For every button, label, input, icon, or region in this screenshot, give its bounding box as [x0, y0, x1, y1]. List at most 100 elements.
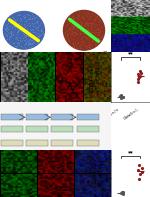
- Point: [42, 32, 44, 35]
- Point: [95, 22, 98, 26]
- Point: [81, 43, 84, 46]
- Point: [65, 29, 68, 32]
- Point: [24, 39, 26, 42]
- Point: [91, 30, 93, 33]
- Point: [32, 29, 35, 32]
- Point: [7, 30, 10, 33]
- Point: [72, 20, 74, 23]
- Point: [22, 36, 24, 39]
- Point: [40, 28, 42, 31]
- Point: [94, 31, 96, 34]
- Point: [11, 26, 14, 29]
- Point: [88, 45, 90, 48]
- Bar: [26, 140, 48, 146]
- Point: [90, 12, 93, 15]
- Point: [31, 18, 33, 21]
- Point: [78, 12, 80, 15]
- Point: [15, 20, 18, 23]
- Point: [67, 36, 69, 39]
- Point: [75, 24, 77, 28]
- Point: [100, 35, 102, 38]
- Point: [68, 19, 70, 22]
- Point: [26, 28, 28, 31]
- Point: [84, 20, 87, 24]
- Point: [24, 43, 26, 46]
- Point: [139, 74, 141, 78]
- Point: [17, 26, 19, 29]
- Point: [76, 17, 79, 20]
- Point: [77, 47, 79, 50]
- Point: [36, 20, 39, 23]
- Point: [81, 40, 83, 43]
- Point: [8, 18, 10, 21]
- Point: [71, 24, 74, 28]
- Point: [82, 30, 84, 33]
- Point: [25, 33, 27, 36]
- Point: [16, 14, 19, 17]
- Point: [138, 76, 140, 79]
- Point: [122, 190, 124, 193]
- Point: [71, 31, 73, 34]
- Point: [93, 14, 95, 17]
- Point: [77, 21, 80, 25]
- Point: [88, 43, 90, 46]
- Point: [5, 33, 7, 36]
- Point: [91, 41, 94, 44]
- Point: [66, 33, 68, 36]
- Point: [88, 33, 90, 37]
- Point: [74, 40, 76, 43]
- Point: [23, 35, 26, 39]
- Point: [81, 29, 83, 32]
- Point: [29, 34, 32, 37]
- Point: [72, 27, 74, 30]
- Point: [16, 45, 18, 48]
- Point: [81, 20, 83, 23]
- Point: [100, 20, 102, 24]
- Point: [72, 17, 74, 20]
- Point: [20, 45, 23, 48]
- Point: [71, 25, 74, 28]
- Point: [91, 33, 93, 36]
- Point: [74, 16, 76, 19]
- Point: [84, 30, 87, 33]
- Point: [88, 17, 91, 20]
- Point: [31, 41, 33, 45]
- Point: [15, 36, 17, 40]
- Point: [82, 28, 85, 32]
- Point: [82, 38, 84, 42]
- Point: [84, 36, 87, 40]
- Point: [71, 28, 74, 31]
- Point: [23, 17, 26, 20]
- Point: [88, 23, 91, 26]
- Point: [10, 17, 12, 20]
- Point: [12, 16, 14, 19]
- Point: [91, 44, 93, 47]
- Point: [71, 42, 73, 45]
- Point: [17, 35, 20, 38]
- Point: [20, 30, 22, 33]
- Point: [12, 41, 15, 45]
- Point: [100, 24, 102, 27]
- Point: [27, 14, 30, 17]
- Point: [10, 31, 12, 34]
- Point: [84, 21, 87, 24]
- Point: [14, 19, 16, 22]
- Point: [33, 21, 35, 24]
- Point: [80, 43, 82, 46]
- Point: [15, 26, 17, 29]
- Point: [35, 33, 38, 36]
- Point: [15, 33, 18, 36]
- Point: [19, 25, 22, 29]
- Point: [79, 32, 82, 35]
- Point: [87, 29, 89, 32]
- Point: [95, 43, 98, 46]
- Point: [98, 17, 100, 20]
- Point: [14, 37, 17, 40]
- Point: [30, 21, 33, 24]
- Point: [66, 23, 68, 26]
- Point: [85, 27, 87, 31]
- Point: [98, 29, 101, 32]
- Point: [68, 39, 70, 43]
- Bar: [51, 126, 73, 132]
- Point: [82, 17, 84, 20]
